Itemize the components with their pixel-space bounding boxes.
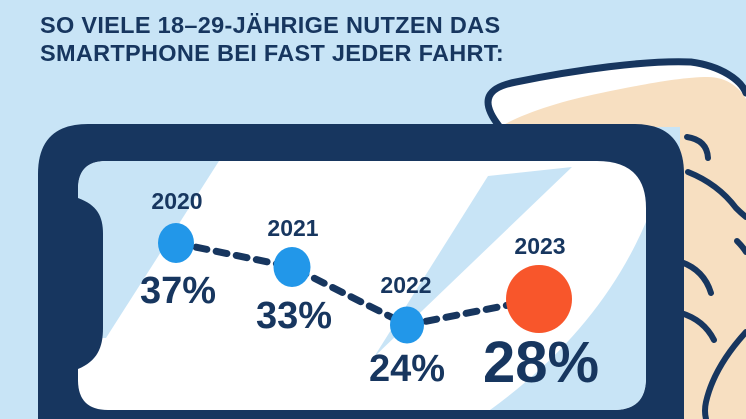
value-label-2023: 28% <box>483 330 599 395</box>
year-label-2022: 2022 <box>380 272 431 298</box>
hand <box>484 58 746 419</box>
headline: SO VIELE 18–29-JÄHRIGE NUTZEN DAS SMARTP… <box>40 11 504 67</box>
data-point-dot-2022 <box>390 306 424 344</box>
headline-line-2: SMARTPHONE BEI FAST JEDER FAHRT: <box>40 40 504 66</box>
knuckle-line-1-icon <box>678 259 714 296</box>
data-point-dot-2021 <box>273 247 311 287</box>
hand-skin <box>500 75 746 419</box>
hand-outline <box>484 58 746 130</box>
finger-line-3-icon <box>702 329 746 419</box>
screen-reflection-stripe-right <box>490 222 646 410</box>
data-point-dot-2020 <box>158 223 194 263</box>
year-label-2023: 2023 <box>514 233 565 259</box>
value-label-2020: 37% <box>140 270 216 312</box>
screen-reflection-stripe-left <box>78 161 219 338</box>
trend-chart: 2020 2021 2022 2023 37% 33% 24% 28% <box>140 188 599 395</box>
screen-reflection-stripe-middle <box>374 167 572 357</box>
year-label-2020: 2020 <box>151 188 202 214</box>
value-label-2021: 33% <box>256 295 332 337</box>
year-label-2021: 2021 <box>267 215 318 241</box>
finger-line-2-icon <box>734 238 746 255</box>
phone-notch <box>78 198 103 369</box>
finger-crease-lines <box>678 134 746 419</box>
finger-line-1-icon <box>685 169 746 220</box>
trend-dotted-line <box>172 239 543 329</box>
data-point-dot-2023 <box>506 265 572 333</box>
value-label-2022: 24% <box>369 348 445 390</box>
knuckle-line-2-icon <box>678 310 717 343</box>
headline-line-1: SO VIELE 18–29-JÄHRIGE NUTZEN DAS <box>40 12 501 38</box>
thumb-crease-icon <box>684 134 711 161</box>
